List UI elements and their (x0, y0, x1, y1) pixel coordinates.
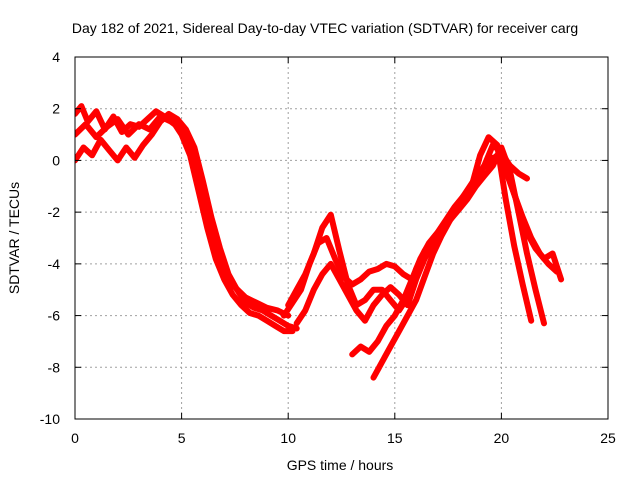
series-group (75, 103, 565, 381)
series-line-sat-b (75, 110, 300, 332)
series-line-sat-g (349, 134, 535, 358)
series-layer (75, 103, 565, 381)
series-line-sat-c (75, 113, 292, 319)
y-tick-label: -2 (48, 204, 61, 220)
x-axis-label: GPS time / hours (287, 457, 394, 473)
y-tick-label: 4 (52, 49, 60, 65)
x-tick-label: 15 (387, 430, 403, 446)
y-tick-label: 0 (52, 152, 60, 168)
y-tick-label: -4 (48, 256, 61, 272)
chart-title: Day 182 of 2021, Sidereal Day-to-day VTE… (72, 20, 578, 36)
y-tick-label: -10 (40, 411, 60, 427)
x-tick-label: 5 (178, 430, 186, 446)
y-tick-label: -6 (48, 308, 61, 324)
x-tick-label: 20 (494, 430, 510, 446)
series-line-sat-h (370, 141, 530, 381)
x-tick-label: 25 (600, 430, 616, 446)
y-tick-label: -8 (48, 359, 61, 375)
x-tick-label: 10 (280, 430, 296, 446)
tick-layer: 0 5 10 15 20 25 -10 -8 -6 -4 -2 0 2 4 (40, 49, 616, 446)
plot-frame (74, 56, 609, 420)
y-tick-label: 2 (52, 101, 60, 117)
x-tick-label: 0 (71, 430, 79, 446)
y-axis-label: SDTVAR / TECUs (6, 182, 22, 294)
